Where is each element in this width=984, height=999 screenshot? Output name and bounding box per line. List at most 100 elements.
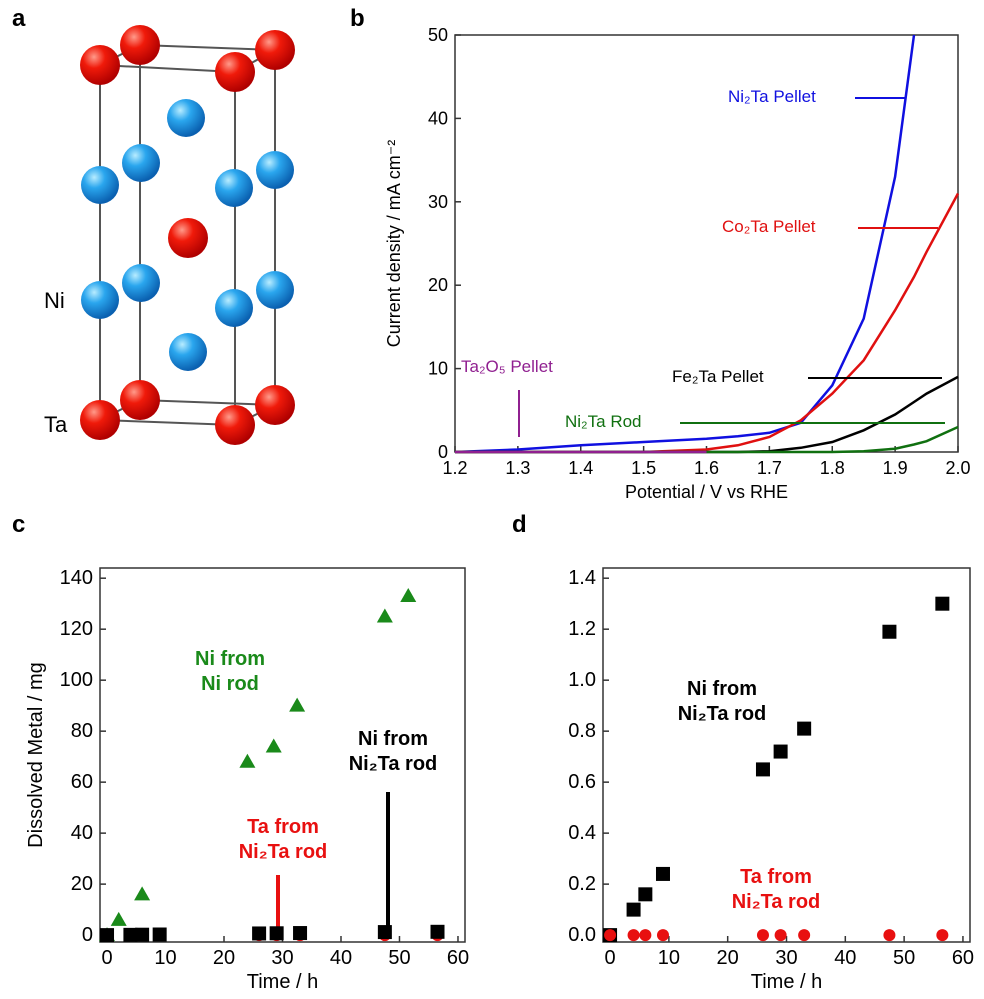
square-marker	[773, 744, 788, 759]
x-tick-label: 20	[213, 947, 235, 969]
circle-marker	[936, 929, 949, 942]
y-tick-label: 0.2	[568, 873, 596, 895]
y-tick-label: 120	[60, 618, 93, 640]
x-tick-label: 1.3	[505, 458, 530, 478]
x-tick-label: 30	[775, 947, 797, 969]
triangle-marker	[376, 608, 393, 623]
circle-marker	[604, 929, 617, 942]
square-marker	[377, 925, 392, 940]
panel-label: b	[350, 5, 365, 32]
x-axis-label: Time / h	[751, 971, 823, 993]
circle-marker	[774, 929, 787, 942]
square-marker	[882, 624, 897, 639]
x-tick-label: 1.6	[694, 458, 719, 478]
series-label: Ni₂Ta Pellet	[728, 87, 816, 106]
square-marker	[100, 928, 115, 943]
x-tick-label: 2.0	[945, 458, 970, 478]
x-tick-label: 1.9	[883, 458, 908, 478]
square-marker	[430, 924, 445, 939]
series-label: Ta from Ni₂Ta rod	[238, 816, 328, 863]
x-axis-label: Potential / V vs RHE	[625, 482, 788, 502]
triangle-marker	[265, 738, 282, 753]
square-marker	[797, 721, 812, 736]
triangle-marker	[134, 886, 151, 901]
x-tick-label: 40	[330, 947, 352, 969]
circle-marker	[756, 929, 769, 942]
y-tick-label: 1.4	[568, 567, 596, 589]
series-label: Co₂Ta Pellet	[722, 217, 816, 236]
circle-marker	[883, 929, 896, 942]
y-tick-label: 0.0	[568, 924, 596, 946]
y-tick-label: 0	[82, 924, 93, 946]
y-tick-label: 100	[60, 669, 93, 691]
x-tick-label: 50	[388, 947, 410, 969]
panel-label: a	[12, 5, 26, 32]
series-line	[455, 375, 959, 454]
y-tick-label: 50	[428, 25, 448, 45]
atoms	[80, 25, 295, 445]
x-tick-label: 20	[717, 947, 739, 969]
x-tick-label: 1.2	[442, 458, 467, 478]
x-tick-label: 10	[154, 947, 176, 969]
square-marker	[123, 927, 138, 942]
square-marker	[755, 762, 770, 777]
series-label: Ta₂O₅ Pellet	[461, 357, 553, 376]
square-marker	[135, 927, 150, 942]
x-tick-label: 50	[893, 947, 915, 969]
square-marker	[626, 902, 641, 917]
series-label: Ni₂Ta Rod	[565, 412, 642, 431]
x-tick-label: 1.8	[820, 458, 845, 478]
x-tick-label: 30	[271, 947, 293, 969]
y-tick-label: 10	[428, 359, 448, 379]
x-tick-label: 60	[447, 947, 469, 969]
x-tick-label: 10	[658, 947, 680, 969]
triangle-marker	[110, 911, 127, 926]
y-axis-label: Dissolved Metal / mg	[25, 662, 47, 848]
y-tick-label: 0.6	[568, 771, 596, 793]
y-tick-label: 20	[71, 873, 93, 895]
y-tick-label: 30	[428, 192, 448, 212]
atom-label: Ta	[44, 412, 68, 437]
square-marker	[269, 926, 284, 941]
y-tick-label: 1.2	[568, 618, 596, 640]
y-tick-label: 40	[428, 108, 448, 128]
x-tick-label: 0	[101, 947, 112, 969]
x-tick-label: 1.5	[631, 458, 656, 478]
series-label: Ni from Ni rod	[195, 648, 265, 695]
circle-marker	[627, 929, 640, 942]
y-tick-label: 40	[71, 822, 93, 844]
series-label: Fe₂Ta Pellet	[672, 367, 764, 386]
square-marker	[152, 927, 167, 942]
triangle-marker	[239, 753, 256, 768]
x-tick-label: 60	[952, 947, 974, 969]
y-tick-label: 0.8	[568, 720, 596, 742]
atom-label: Ni	[44, 288, 65, 313]
y-tick-label: 20	[428, 275, 448, 295]
y-tick-label: 0	[438, 442, 448, 462]
series-line	[454, 34, 916, 454]
square-marker	[293, 926, 308, 941]
series-label: Ni from Ni₂Ta rod	[348, 728, 438, 775]
y-tick-label: 60	[71, 771, 93, 793]
series-label: Ni from Ni₂Ta rod	[677, 678, 767, 725]
square-marker	[252, 926, 267, 941]
x-tick-label: 1.4	[568, 458, 593, 478]
y-tick-label: 1.0	[568, 669, 596, 691]
circle-marker	[656, 929, 669, 942]
x-tick-label: 0	[604, 947, 615, 969]
square-marker	[655, 866, 670, 881]
circle-marker	[639, 929, 652, 942]
y-tick-label: 140	[60, 567, 93, 589]
triangle-marker	[289, 697, 306, 712]
x-tick-label: 40	[834, 947, 856, 969]
y-tick-label: 80	[71, 720, 93, 742]
series-label: Ta from Ni₂Ta rod	[731, 866, 821, 913]
circle-marker	[798, 929, 811, 942]
square-marker	[638, 887, 653, 902]
x-tick-label: 1.7	[757, 458, 782, 478]
triangle-marker	[400, 588, 417, 603]
square-marker	[935, 596, 950, 611]
panel-label: c	[12, 511, 25, 538]
